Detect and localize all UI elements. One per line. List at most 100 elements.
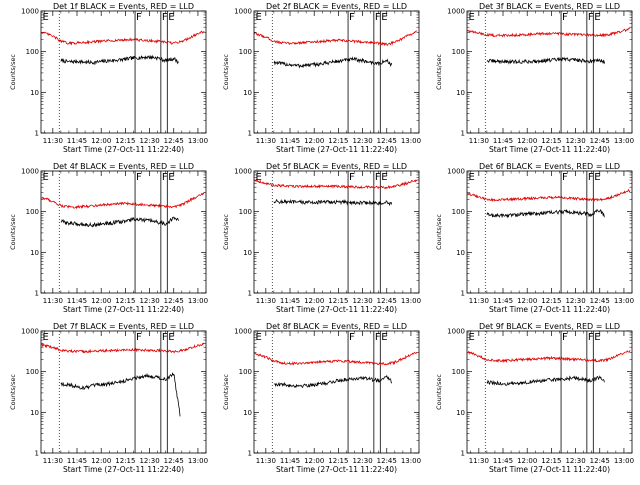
panel-det-6f: Det 6f BLACK = Events, RED = LLD 1 10 100 10… bbox=[435, 162, 634, 314]
x-axis-label: Start Time (27-Oct-11 11:22:40) bbox=[63, 145, 184, 154]
x-tick-label: 13:00 bbox=[614, 297, 634, 305]
x-axis-label: Start Time (27-Oct-11 11:22:40) bbox=[276, 305, 397, 314]
x-tick-label: 11:45 bbox=[280, 297, 300, 305]
lld-series-line bbox=[467, 27, 631, 38]
x-tick-label: 12:00 bbox=[304, 297, 324, 305]
x-tick-label: 13:00 bbox=[188, 297, 208, 305]
x-tick-label: 11:30 bbox=[256, 457, 276, 465]
y-tick-label: 100 bbox=[26, 208, 39, 216]
lld-series-line bbox=[254, 351, 418, 366]
y-tick-label: 10 bbox=[456, 249, 465, 257]
x-tick-label: 11:45 bbox=[67, 137, 87, 145]
flag-label: F bbox=[588, 172, 594, 183]
flag-label: E bbox=[168, 332, 174, 343]
x-axis-label: Start Time (27-Oct-11 11:22:40) bbox=[276, 145, 397, 154]
lld-series-line bbox=[41, 30, 205, 46]
x-tick-label: 12:30 bbox=[139, 457, 159, 465]
x-tick-label: 12:30 bbox=[352, 137, 372, 145]
x-tick-label: 12:15 bbox=[328, 137, 348, 145]
y-axis-label: Counts/sec bbox=[222, 374, 230, 410]
panel-det-3f: Det 3f BLACK = Events, RED = LLD 1 10 100 10… bbox=[435, 2, 634, 154]
plot-frame bbox=[466, 10, 633, 134]
flag-label: F bbox=[375, 12, 381, 23]
flag-label: F bbox=[349, 12, 355, 23]
flag-label: E bbox=[256, 172, 262, 183]
flag-label: E bbox=[381, 12, 387, 23]
x-tick-label: 12:15 bbox=[541, 457, 561, 465]
panel-title: Det 2f BLACK = Events, RED = LLD bbox=[266, 2, 407, 11]
y-tick-label: 1000 bbox=[21, 168, 39, 176]
x-tick-label: 11:30 bbox=[256, 297, 276, 305]
x-tick-label: 12:00 bbox=[304, 137, 324, 145]
x-axis-label: Start Time (27-Oct-11 11:22:40) bbox=[489, 465, 610, 474]
y-tick-label: 100 bbox=[452, 368, 465, 376]
flag-label: E bbox=[43, 332, 49, 343]
x-tick-label: 12:00 bbox=[304, 457, 324, 465]
y-tick-label: 100 bbox=[239, 208, 252, 216]
events-series-line bbox=[486, 375, 605, 386]
y-axis-label: Counts/sec bbox=[9, 214, 17, 250]
y-tick-label: 1000 bbox=[21, 328, 39, 336]
flag-label: F bbox=[562, 12, 568, 23]
plot-frame bbox=[253, 330, 420, 454]
events-series-line bbox=[60, 216, 179, 228]
plot-frame bbox=[253, 170, 420, 294]
y-tick-label: 100 bbox=[452, 208, 465, 216]
flag-label: E bbox=[469, 332, 475, 343]
flag-label: F bbox=[136, 12, 142, 23]
x-axis-label: Start Time (27-Oct-11 11:22:40) bbox=[63, 305, 184, 314]
events-series-line bbox=[486, 208, 605, 219]
y-axis-label: Counts/sec bbox=[435, 54, 443, 90]
panel-det-8f: Det 8f BLACK = Events, RED = LLD 1 10 100 10… bbox=[222, 322, 421, 474]
y-tick-label: 1 bbox=[461, 290, 465, 298]
x-tick-label: 11:45 bbox=[493, 457, 513, 465]
x-tick-label: 13:00 bbox=[401, 297, 421, 305]
y-tick-label: 100 bbox=[239, 48, 252, 56]
flag-label: F bbox=[375, 172, 381, 183]
x-tick-label: 13:00 bbox=[614, 137, 634, 145]
x-tick-label: 13:00 bbox=[188, 137, 208, 145]
flag-label: F bbox=[562, 332, 568, 343]
flag-label: E bbox=[43, 12, 49, 23]
panel-det-9f: Det 9f BLACK = Events, RED = LLD 1 10 100 10… bbox=[435, 322, 634, 474]
y-tick-label: 100 bbox=[26, 368, 39, 376]
x-tick-label: 12:45 bbox=[164, 137, 184, 145]
flag-label: E bbox=[381, 172, 387, 183]
x-tick-label: 12:45 bbox=[377, 297, 397, 305]
flag-label: F bbox=[162, 332, 168, 343]
lld-series-line bbox=[467, 188, 631, 203]
x-tick-label: 12:15 bbox=[115, 457, 135, 465]
x-tick-label: 12:00 bbox=[517, 297, 537, 305]
panel-title: Det 5f BLACK = Events, RED = LLD bbox=[266, 162, 407, 171]
x-tick-label: 12:00 bbox=[91, 137, 111, 145]
panel-title: Det 7f BLACK = Events, RED = LLD bbox=[53, 322, 194, 331]
x-tick-label: 12:15 bbox=[541, 297, 561, 305]
plot-frame bbox=[40, 170, 207, 294]
plot-frame bbox=[40, 330, 207, 454]
y-tick-label: 1000 bbox=[447, 8, 465, 16]
x-tick-label: 12:00 bbox=[517, 457, 537, 465]
events-series-line bbox=[60, 54, 179, 65]
x-axis-label: Start Time (27-Oct-11 11:22:40) bbox=[63, 465, 184, 474]
x-tick-label: 11:30 bbox=[469, 297, 489, 305]
x-tick-label: 13:00 bbox=[614, 457, 634, 465]
y-tick-label: 10 bbox=[243, 89, 252, 97]
panel-title: Det 8f BLACK = Events, RED = LLD bbox=[266, 322, 407, 331]
y-tick-label: 1 bbox=[35, 130, 39, 138]
flag-label: E bbox=[469, 172, 475, 183]
panel-det-4f: Det 4f BLACK = Events, RED = LLD 1 10 100 10… bbox=[9, 162, 208, 314]
events-series-line bbox=[486, 56, 605, 65]
plot-frame bbox=[40, 10, 207, 134]
flag-label: F bbox=[136, 172, 142, 183]
x-tick-label: 13:00 bbox=[401, 137, 421, 145]
x-tick-label: 12:30 bbox=[565, 457, 585, 465]
x-tick-label: 12:45 bbox=[377, 457, 397, 465]
x-tick-label: 11:30 bbox=[43, 297, 63, 305]
x-tick-label: 11:45 bbox=[67, 297, 87, 305]
y-tick-label: 1000 bbox=[234, 328, 252, 336]
x-tick-label: 13:00 bbox=[401, 457, 421, 465]
x-tick-label: 12:45 bbox=[590, 297, 610, 305]
x-tick-label: 11:30 bbox=[469, 457, 489, 465]
flag-label: E bbox=[469, 12, 475, 23]
